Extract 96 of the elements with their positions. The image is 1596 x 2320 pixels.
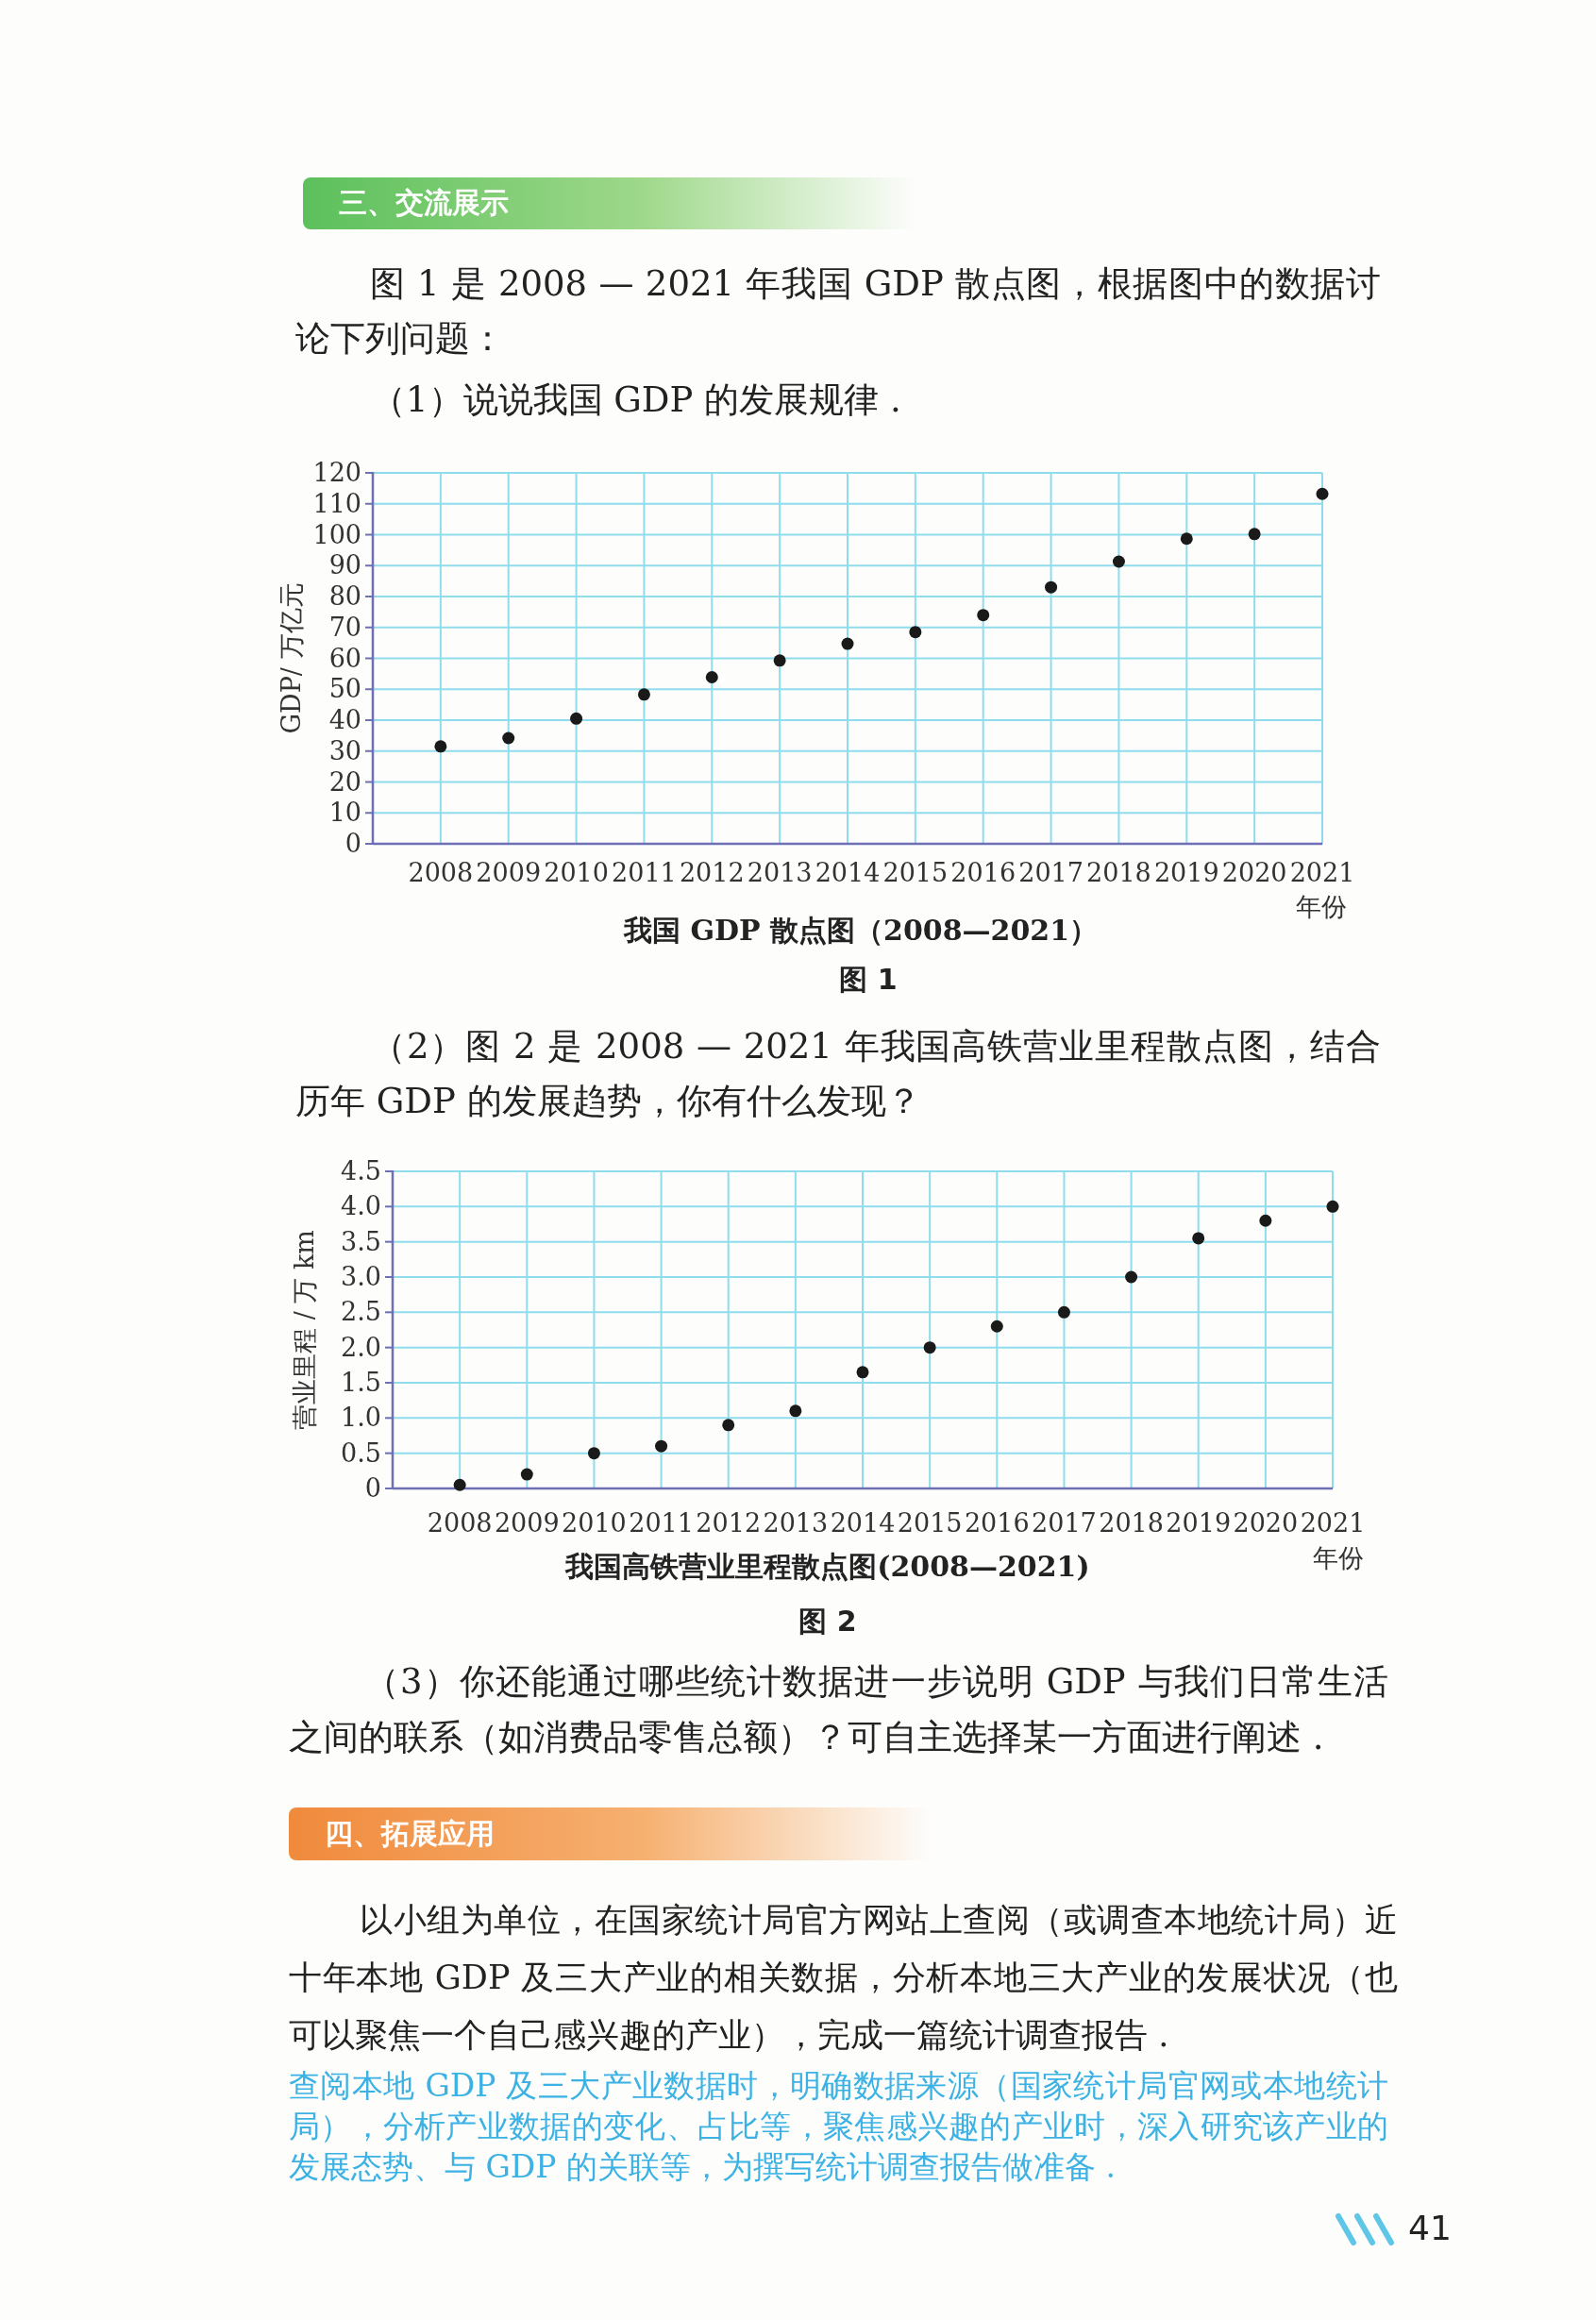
y-tick-label: 20	[328, 766, 361, 797]
y-tick-label: 0	[364, 1473, 381, 1503]
caption: 图 1 是 2008 — 2021 年我国 GDP 散点图，根据图中的数据讨论下列问题：	[295, 262, 1381, 361]
point	[789, 1404, 802, 1418]
text: 三、交流展示	[303, 177, 916, 229]
x-tick-label: 2009	[494, 1508, 560, 1538]
y-tick-label: 80	[328, 581, 361, 611]
caption: 图 1	[838, 962, 899, 998]
x-tick-label: 2017	[1018, 858, 1084, 887]
point	[1248, 528, 1261, 541]
point	[1316, 487, 1329, 500]
point	[1259, 1214, 1272, 1227]
x-tick-label: 2010	[562, 1508, 627, 1538]
point	[909, 626, 922, 639]
text: 查阅本地 GDP 及三大产业数据时，明确数据来源（国家统计局官网或本地统计局），分析产业数据的变化、占比等，聚焦感兴趣的产业时，深入研究该产业的发展态势、与 GDP 的关联等，为撰写统计调查报告做准备 .	[289, 2066, 1388, 2187]
y-tick-label: 90	[328, 550, 361, 580]
x-tick-label: 2019	[1166, 1508, 1232, 1538]
point	[1112, 555, 1125, 568]
point	[1045, 580, 1058, 594]
y-tick-label: 4.5	[341, 1156, 381, 1185]
point	[1326, 1200, 1339, 1213]
x-tick-label: 2019	[1153, 858, 1219, 887]
x-tick-label: 2008	[427, 1508, 493, 1538]
y-tick-label: 50	[328, 674, 361, 704]
y-tick-label: 110	[312, 488, 361, 518]
x-tick-label: 2012	[679, 858, 745, 887]
y-tick-label: 60	[328, 643, 361, 673]
x-tick-label: 2008	[408, 858, 474, 887]
point	[637, 688, 650, 701]
point	[655, 1439, 668, 1453]
x-tick-label: 2016	[950, 858, 1016, 887]
point	[1180, 532, 1193, 546]
x-tick-label: 2016	[964, 1508, 1030, 1538]
y-tick-label: 30	[328, 735, 361, 765]
y-tick-label: 2.5	[341, 1297, 381, 1327]
x-tick-label: 2021	[1289, 858, 1355, 887]
text: 我国高铁营业里程散点图(2008—2021)	[564, 1550, 1090, 1583]
y-tick-label: 0	[344, 829, 361, 858]
text: （1）说说我国 GDP 的发展规律 .	[370, 378, 902, 422]
y-tick-label: 10	[328, 798, 361, 828]
y-tick-label: 0.5	[341, 1437, 381, 1468]
x-axis-title: 年份	[1296, 892, 1347, 921]
point	[705, 670, 718, 683]
x-tick-label: 2017	[1032, 1508, 1097, 1538]
point	[453, 1478, 466, 1491]
x-tick-label: 2012	[696, 1508, 762, 1538]
point	[977, 609, 990, 622]
x-tick-label: 2018	[1086, 858, 1151, 887]
text: 以小组为单位，在国家统计局官方网站上查阅（或调查本地统计局）近十年本地 GDP 及三大产业的相关数据，分析本地三大产业的发展状况（也可以聚焦一个自己感兴趣的产业），完成一篇统计调查报告 .	[289, 1900, 1398, 2056]
point	[502, 731, 515, 745]
y-tick-label: 100	[312, 519, 361, 549]
y-tick-label: 4.0	[341, 1191, 381, 1221]
x-tick-label: 2009	[476, 858, 542, 887]
x-tick-label: 2011	[612, 858, 677, 887]
y-tick-label: 40	[328, 705, 361, 734]
point	[520, 1468, 533, 1481]
y-axis-title: GDP/ 万亿元	[277, 582, 306, 734]
point	[773, 654, 786, 667]
x-tick-label: 2020	[1221, 858, 1287, 887]
point	[722, 1419, 735, 1432]
point	[841, 637, 854, 650]
y-tick-label: 70	[328, 612, 361, 642]
text: 四、拓展应用	[289, 1807, 931, 1860]
x-tick-label: 2013	[763, 1508, 829, 1538]
x-tick-label: 2020	[1233, 1508, 1299, 1538]
text: （2）图 2 是 2008 — 2021 年我国高铁营业里程散点图，结合历年 GDP 的发展趋势，你有什么发现？	[295, 1025, 1381, 1123]
y-axis-title: 营业里程 / 万 km	[290, 1230, 319, 1430]
x-tick-label: 2015	[897, 1508, 963, 1538]
y-tick-label: 1.0	[341, 1403, 381, 1433]
x-axis-title: 年份	[1313, 1543, 1364, 1572]
point	[587, 1447, 600, 1460]
point	[856, 1366, 869, 1379]
point	[570, 712, 583, 725]
text: 我国 GDP 散点图（2008—2021）	[622, 914, 1099, 947]
x-tick-label: 2013	[747, 858, 813, 887]
y-tick-label: 2.0	[341, 1332, 381, 1362]
x-tick-label: 2010	[544, 858, 609, 887]
x-tick-label: 2015	[882, 858, 949, 887]
caption: 图 2	[798, 1604, 858, 1639]
x-tick-label: 2021	[1300, 1508, 1366, 1538]
point	[434, 740, 447, 753]
x-tick-label: 2011	[629, 1508, 694, 1538]
x-tick-label: 2014	[815, 858, 881, 887]
x-tick-label: 2014	[830, 1508, 896, 1538]
point	[990, 1320, 1003, 1333]
y-tick-label: 3.5	[341, 1226, 381, 1256]
x-tick-label: 2018	[1099, 1508, 1164, 1538]
point	[1125, 1270, 1138, 1284]
point	[1192, 1232, 1205, 1245]
y-tick-label: 3.0	[341, 1262, 381, 1291]
text: （3）你还能通过哪些统计数据进一步说明 GDP 与我们日常生活之间的联系（如消费品零售总额）？可自主选择某一方面进行阐述 .	[289, 1660, 1388, 1759]
y-tick-label: 1.5	[341, 1368, 381, 1397]
point	[1057, 1305, 1070, 1319]
point	[923, 1341, 936, 1354]
text: 41	[1408, 2209, 1452, 2247]
y-tick-label: 120	[312, 458, 361, 487]
